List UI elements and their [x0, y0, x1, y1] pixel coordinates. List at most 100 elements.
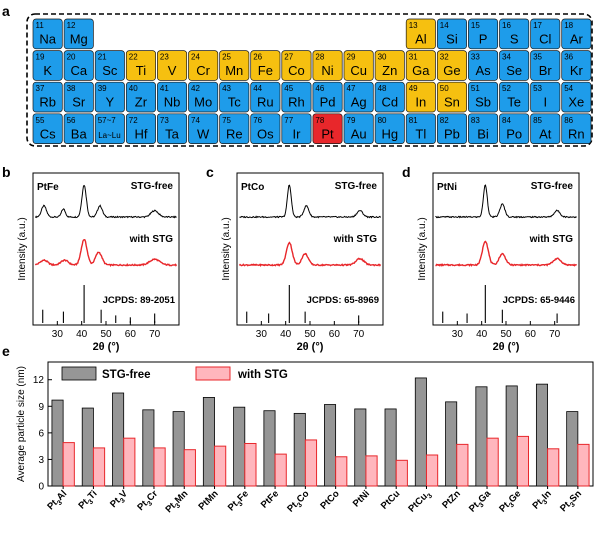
- bar-with-stg: [456, 443, 469, 487]
- x-tick-label: 70: [149, 329, 161, 340]
- x-tick-label: 50: [500, 329, 512, 340]
- element-symbol: Cu: [350, 63, 367, 78]
- element-symbol: Kr: [570, 63, 584, 78]
- series-label-with-stg: with STG: [529, 234, 574, 245]
- element-cell-bg: [499, 81, 530, 113]
- element-number: 85: [533, 116, 542, 125]
- element-number: 42: [191, 84, 200, 93]
- element-symbol: Ru: [257, 95, 274, 110]
- element-symbol: Nb: [164, 95, 181, 110]
- element-cell-ar: 18 Ar: [561, 18, 592, 50]
- element-number: 86: [564, 116, 573, 125]
- element-symbol: Au: [351, 126, 367, 141]
- category-label: Pt3Ti: [76, 488, 101, 513]
- element-symbol: W: [197, 126, 210, 141]
- bar-with-stg: [123, 437, 136, 487]
- element-symbol: Sc: [102, 63, 118, 78]
- element-symbol: Al: [415, 32, 427, 47]
- element-symbol: Ga: [412, 63, 430, 78]
- element-number: 53: [533, 84, 542, 93]
- x-tick-label: 40: [280, 329, 292, 340]
- bar-with-stg: [335, 456, 348, 487]
- element-cell-ru: 44 Ru: [250, 81, 281, 113]
- element-cell-bg: [468, 18, 499, 50]
- element-cell-rh: 45 Rh: [281, 81, 312, 113]
- element-symbol: Se: [506, 63, 522, 78]
- element-number: 74: [191, 116, 200, 125]
- element-cell-k: 19K: [32, 50, 63, 81]
- element-cell-bg: [188, 50, 219, 81]
- element-cell-bg: [125, 81, 156, 113]
- bar-stg-free: [51, 399, 64, 487]
- element-symbol: Xe: [568, 95, 584, 110]
- element-number: 78: [315, 116, 324, 125]
- bar-stg-free: [384, 408, 397, 487]
- element-number: 75: [222, 116, 231, 125]
- element-number: 14: [440, 21, 449, 30]
- panel-letter: b: [2, 164, 11, 180]
- element-number: 84: [502, 116, 511, 125]
- category-label: Pt3Al: [45, 488, 70, 513]
- element-cell-bg: [63, 18, 94, 50]
- x-tick-label: 70: [549, 329, 561, 340]
- bar-stg-free: [293, 412, 306, 487]
- element-cell-bg: [374, 50, 405, 81]
- element-symbol: Hf: [134, 126, 147, 141]
- element-number: 76: [253, 116, 262, 125]
- sample-label: PtNi: [437, 182, 457, 193]
- y-tick-label: 6: [38, 428, 44, 439]
- element-cell-bg: [561, 18, 592, 50]
- bar-with-stg: [577, 443, 590, 487]
- bar-with-stg: [153, 447, 166, 487]
- element-cell-w: 74W: [188, 113, 219, 144]
- x-tick-label: 60: [125, 329, 137, 340]
- category-label: PtNi: [351, 488, 372, 509]
- element-cell-v: 23V: [157, 50, 188, 81]
- bar-with-stg: [244, 442, 257, 487]
- category-label: PtFe: [259, 488, 281, 510]
- element-symbol: Ta: [165, 126, 180, 141]
- category-label: PtCu: [379, 488, 403, 512]
- element-number: 40: [129, 84, 138, 93]
- element-cell-bg: [468, 113, 499, 144]
- element-number: 19: [36, 53, 45, 62]
- element-cell-bg: [530, 113, 561, 144]
- bar-with-stg: [274, 453, 287, 487]
- element-symbol: Ar: [570, 32, 584, 47]
- element-cell-s: 16 S: [499, 18, 530, 50]
- element-symbol: At: [539, 126, 552, 141]
- x-tick-label: 60: [525, 329, 537, 340]
- element-cell-bg: [374, 81, 405, 113]
- element-symbol: Ir: [292, 126, 301, 141]
- element-number: 41: [160, 84, 169, 93]
- element-number: 56: [67, 116, 76, 125]
- element-cell-bg: [63, 81, 94, 113]
- element-cell-bg: [63, 50, 94, 81]
- element-symbol: Zr: [135, 95, 148, 110]
- element-number: 28: [315, 53, 324, 62]
- element-cell-bg: [281, 113, 312, 144]
- element-cell-mg: 12 Mg: [63, 18, 94, 50]
- legend-label-with-stg: with STG: [237, 369, 288, 381]
- element-cell-xe: 54 Xe: [561, 81, 592, 113]
- element-cell-bg: [32, 113, 63, 144]
- x-tick-label: 30: [452, 329, 464, 340]
- element-symbol: Rb: [39, 95, 56, 110]
- element-cell-bg: [32, 50, 63, 81]
- series-line-stg-free: [435, 184, 577, 219]
- y-axis-label: Intensity (a.u.): [417, 217, 428, 280]
- legend-swatch-with-stg: [195, 366, 231, 381]
- category-label: Pt3V: [108, 488, 132, 512]
- bar-with-stg: [486, 437, 499, 487]
- element-cell-bg: [125, 50, 156, 81]
- element-cell-rb: 37 Rb: [32, 81, 63, 113]
- element-cell-bg: [219, 113, 250, 144]
